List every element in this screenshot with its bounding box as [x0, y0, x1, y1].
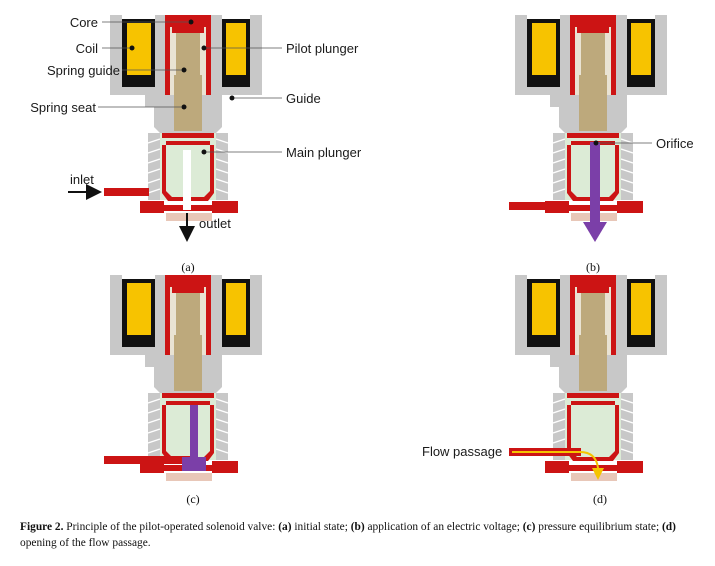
label-outlet: outlet — [199, 216, 231, 231]
caption-d-tag: (d) — [661, 521, 676, 533]
label-guide: Guide — [286, 91, 321, 106]
figure-d: Flow passage (d) — [422, 274, 668, 506]
label-flow-passage: Flow passage — [422, 444, 502, 459]
subfigure-label-b: (b) — [586, 260, 600, 274]
caption-c-text: pressure equilibrium state; — [535, 521, 662, 533]
figure-c: (c) — [104, 274, 263, 506]
caption-c-tag: (c) — [522, 521, 536, 533]
pressure-region-c — [182, 457, 206, 471]
label-pilot-plunger: Pilot plunger — [286, 41, 359, 56]
label-inlet: inlet — [70, 172, 94, 187]
figure-b: Orifice (b) — [509, 14, 694, 274]
label-spring-seat: Spring seat — [30, 100, 96, 115]
caption-d-text: opening of the flow passage. — [20, 537, 151, 549]
figure-caption: Figure 2. Principle of the pilot-operate… — [20, 519, 705, 551]
label-orifice: Orifice — [656, 136, 694, 151]
caption-a-text: initial state; — [291, 521, 351, 533]
caption-b-tag: (b) — [350, 521, 365, 533]
subfigure-label-a: (a) — [181, 260, 194, 274]
caption-figure-number: Figure 2. — [20, 521, 64, 533]
flow-arrow-b — [583, 222, 607, 242]
label-core: Core — [70, 15, 98, 30]
subfigure-label-d: (d) — [593, 492, 607, 506]
label-main-plunger: Main plunger — [286, 145, 362, 160]
caption-b-text: application of an electric voltage; — [364, 521, 523, 533]
caption-intro: Principle of the pilot-operated solenoid… — [63, 521, 279, 533]
figure-a: Core Coil Spring guide Spring seat Pilot… — [30, 14, 362, 274]
label-coil: Coil — [76, 41, 99, 56]
flow-passage-arrow — [512, 451, 604, 480]
caption-a-tag: (a) — [278, 521, 292, 533]
label-spring-guide: Spring guide — [47, 63, 120, 78]
subfigure-label-c: (c) — [186, 492, 199, 506]
